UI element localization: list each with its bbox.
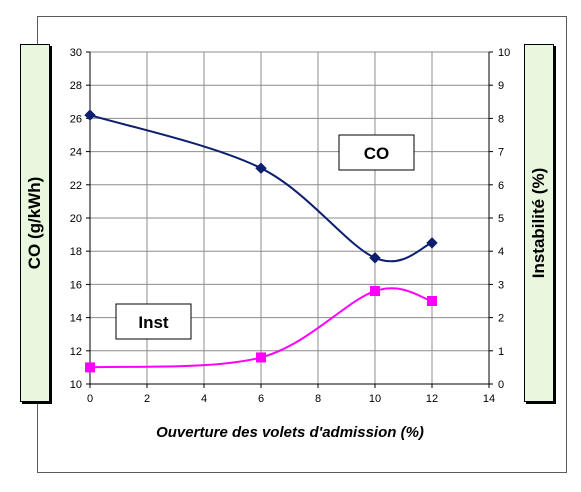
- data-point-co: [84, 109, 96, 121]
- y-left-tick-label: 20: [70, 213, 82, 225]
- data-point-inst: [85, 362, 95, 373]
- series-layer: [84, 109, 438, 373]
- y-left-tick-label: 16: [70, 279, 82, 291]
- y-right-tick-label: 10: [498, 47, 510, 59]
- data-point-inst: [427, 296, 437, 306]
- data-point-inst: [370, 286, 380, 297]
- data-point-inst: [256, 352, 266, 363]
- annotation-inst-label: Inst: [138, 313, 169, 332]
- y-right-tick-label: 3: [498, 279, 504, 291]
- y-right-tick-label: 1: [498, 346, 504, 358]
- y-left-tick-label: 28: [70, 80, 82, 92]
- x-axis-label: Ouverture des volets d'admission (%): [156, 424, 424, 441]
- y-left-tick-label: 10: [70, 379, 82, 391]
- data-point-co: [255, 162, 267, 174]
- x-tick-label: 6: [258, 393, 264, 405]
- y-axis-right-label-box: Instabilité (%): [524, 44, 554, 402]
- y-left-tick-label: 24: [70, 147, 82, 159]
- annotation-inst-box: [115, 303, 192, 340]
- y-left-tick-label: 14: [70, 313, 82, 325]
- series-line-inst: [89, 287, 433, 369]
- data-point-co: [369, 252, 381, 264]
- axes: 0 2 4 6 8 10 12 1410121416182022242628300123456…: [70, 47, 511, 405]
- y-left-tick-label: 26: [70, 113, 82, 125]
- x-tick-label: 12: [426, 393, 438, 405]
- x-tick-label: 10: [369, 393, 381, 405]
- x-tick-label: 4: [201, 393, 207, 405]
- x-tick-label: 14: [483, 393, 495, 405]
- y-right-tick-label: 8: [498, 113, 504, 125]
- annotation-co: CO: [338, 134, 415, 171]
- y-right-tick-label: 0: [498, 379, 504, 391]
- data-point-co: [426, 237, 438, 249]
- y-right-tick-label: 7: [498, 147, 504, 159]
- annotation-inst: Inst: [115, 303, 192, 340]
- y-right-tick-label: 6: [498, 180, 504, 192]
- x-tick-label: 8: [315, 393, 321, 405]
- y-right-tick-label: 2: [498, 313, 504, 325]
- y-axis-left-label-box: CO (g/kWh): [20, 44, 50, 402]
- y-left-tick-label: 18: [70, 246, 82, 258]
- y-right-tick-label: 9: [498, 80, 504, 92]
- x-tick-label: 2: [144, 393, 150, 405]
- annotation-co-box: [338, 134, 415, 171]
- x-tick-label: 0: [87, 393, 93, 405]
- y-right-tick-label: 4: [498, 246, 504, 258]
- series-line-co: [89, 114, 433, 263]
- y-right-tick-label: 5: [498, 213, 504, 225]
- y-left-tick-label: 30: [70, 47, 82, 59]
- annotation-co-label: CO: [364, 144, 390, 163]
- y-left-tick-label: 12: [70, 346, 82, 358]
- y-left-tick-label: 22: [70, 180, 82, 192]
